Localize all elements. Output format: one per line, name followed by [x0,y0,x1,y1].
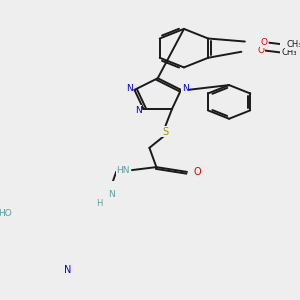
Text: HN: HN [116,166,130,175]
Text: N: N [64,265,72,275]
Text: H: H [96,199,103,208]
Text: HO: HO [0,209,12,218]
Text: N: N [182,84,189,93]
Text: O: O [257,46,264,55]
Text: CH₃: CH₃ [286,40,300,49]
Text: N: N [108,190,115,199]
Text: N: N [135,106,142,115]
Text: S: S [162,127,168,136]
Text: O: O [194,167,201,177]
Text: N: N [126,84,133,93]
Text: O: O [261,38,268,47]
Text: CH₃: CH₃ [282,48,297,57]
